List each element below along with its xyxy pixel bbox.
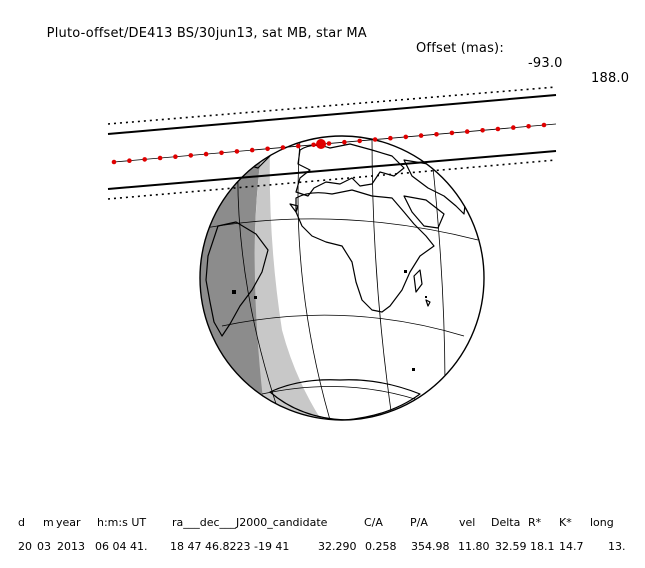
track-marker — [280, 145, 286, 150]
error-north-limit — [107, 86, 557, 125]
track-marker — [188, 153, 194, 158]
value-vel: 11.80 — [458, 540, 490, 553]
plot-title: Pluto-offset/DE413 BS/30jun13, sat MB, s… — [38, 11, 629, 86]
value-delta: 32.59 — [495, 540, 527, 553]
track-marker — [157, 155, 163, 161]
track-marker — [480, 128, 485, 133]
closest-approach-marker — [316, 139, 326, 149]
value-ca: 0.258 — [365, 540, 397, 553]
header-r: R* — [528, 516, 542, 529]
track-marker — [449, 130, 455, 136]
track-marker — [203, 151, 209, 157]
header-m: m — [43, 516, 54, 529]
track-marker — [311, 142, 316, 148]
header-year: year — [56, 516, 81, 529]
track-marker — [219, 150, 224, 156]
value-d: 20 — [18, 540, 32, 553]
offset-label: Offset (mas): — [416, 41, 504, 56]
track-marker — [296, 143, 301, 149]
track-marker — [173, 154, 178, 159]
globe-outline — [199, 135, 485, 421]
value-time: 06 04 41. — [95, 540, 148, 553]
header-time: h:m:s UT — [97, 516, 147, 529]
track-marker — [495, 126, 501, 132]
track-time-markers — [111, 122, 547, 165]
shadow-north-limit — [107, 94, 557, 135]
header-k: K* — [559, 516, 572, 529]
track-marker — [541, 122, 547, 128]
offset-x-value: -93.0 — [528, 56, 563, 71]
track-marker — [526, 124, 531, 129]
track-marker — [464, 129, 470, 134]
track-marker — [357, 138, 363, 144]
value-m: 03 — [37, 540, 51, 553]
header-long: long — [590, 516, 614, 529]
track-marker — [388, 135, 393, 141]
twilight-zone — [254, 146, 335, 420]
track-marker — [342, 139, 347, 145]
value-long: 13. — [608, 540, 626, 553]
track-marker — [372, 137, 378, 142]
track-marker — [234, 149, 240, 154]
track-marker — [326, 141, 332, 146]
header-d: d — [18, 516, 25, 529]
shadow-south-limit — [107, 150, 557, 190]
header-vel: vel — [459, 516, 476, 529]
occultation-globe-map — [107, 86, 557, 421]
value-year: 2013 — [57, 540, 85, 553]
header-radec: ra___dec___J2000_candidate — [172, 516, 328, 529]
track-marker — [511, 125, 516, 130]
track-marker — [127, 158, 132, 163]
map-dots — [232, 270, 427, 371]
value-dec-sec: 32.290 — [318, 540, 357, 553]
track-marker — [418, 133, 424, 138]
header-ca: C/A — [364, 516, 383, 529]
header-pa: P/A — [410, 516, 428, 529]
title-text: Pluto-offset/DE413 BS/30jun13, sat MB, s… — [46, 26, 367, 41]
value-k: 14.7 — [559, 540, 584, 553]
graticule — [204, 137, 479, 420]
track-marker — [265, 146, 270, 152]
value-radec: 18 47 46.8223 -19 41 — [170, 540, 290, 553]
track-marker — [403, 134, 409, 140]
night-zone — [200, 136, 268, 420]
track-marker — [142, 157, 147, 162]
header-delta: Delta — [491, 516, 521, 529]
offset-y-value: 188.0 — [591, 71, 630, 86]
value-pa: 354.98 — [411, 540, 450, 553]
track-marker — [434, 132, 439, 137]
track-marker — [249, 147, 255, 153]
value-r: 18.1 — [530, 540, 555, 553]
track-marker — [111, 159, 117, 165]
